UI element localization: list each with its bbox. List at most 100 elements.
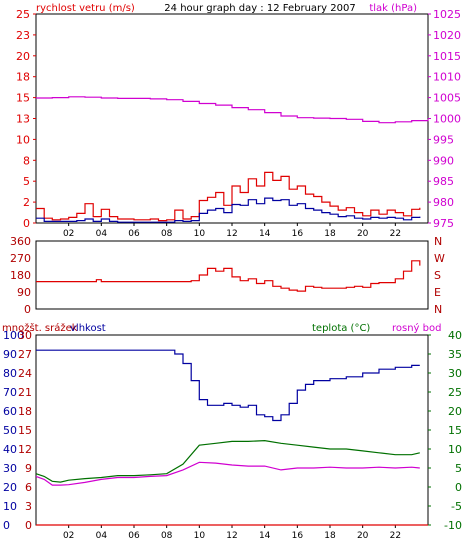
y-tick-label-left: 13 (16, 113, 30, 126)
x-tick-label: 14 (259, 531, 271, 541)
precip-tick-label: 24 (18, 367, 32, 380)
plot-frame-3 (35, 334, 429, 526)
compass-label-E: E (434, 286, 441, 299)
humidity-tick-label: 80 (3, 367, 17, 380)
series-pressure (36, 96, 429, 124)
x-tick-label: 18 (324, 531, 336, 541)
precip-tick-label: 18 (18, 405, 32, 418)
series-temperature (35, 439, 420, 483)
temp-tick-label: 5 (455, 462, 462, 475)
temp-tick-label: -5 (451, 500, 462, 513)
y-tick-label-right: 985 (433, 175, 454, 188)
temp-tick-label: 10 (448, 443, 462, 456)
y-tick-label-left: 2 (23, 196, 30, 209)
dir-tick-label: 180 (10, 269, 31, 282)
humidity-tick-label: 90 (3, 348, 17, 361)
temp-title: teplota (°C) (312, 323, 370, 334)
y-tick-label-left: 10 (16, 133, 30, 146)
y-tick-label-right: 1015 (433, 50, 461, 63)
temp-tick-label: 35 (448, 348, 462, 361)
humidity-tick-label: 30 (3, 462, 17, 475)
dir-tick-label: 270 (10, 252, 31, 265)
humidity-title: vlhkost (70, 323, 106, 334)
series-wind-gust (36, 171, 421, 222)
humidity-tick-label: 70 (3, 386, 17, 399)
humidity-tick-label: 50 (3, 424, 17, 437)
x-tick-label: 10 (194, 531, 206, 541)
y-tick-label-left: 23 (16, 29, 30, 42)
compass-label-N: N (434, 235, 442, 248)
x-tick-label: 12 (226, 531, 237, 541)
x-tick-label: 16 (292, 531, 304, 541)
temp-tick-label: 15 (448, 424, 462, 437)
precip-tick-label: 15 (18, 424, 32, 437)
dir-tick-label: 0 (24, 303, 31, 316)
y-tick-label-left: 15 (16, 92, 30, 105)
y-tick-label-left: 8 (23, 154, 30, 167)
temp-tick-label: 40 (448, 329, 462, 342)
x-tick-label: 10 (194, 229, 206, 239)
y-tick-label-left: 5 (23, 175, 30, 188)
x-tick-label: 22 (390, 229, 401, 239)
series-humidity (36, 349, 420, 422)
compass-label-W: W (434, 252, 445, 265)
y-tick-label-right: 1005 (433, 92, 461, 105)
graph-title: 24 hour graph day : 12 February 2007 (164, 3, 355, 14)
compass-label-S: S (434, 269, 441, 282)
precip-tick-label: 12 (18, 443, 32, 456)
x-tick-label: 08 (161, 229, 173, 239)
precip-tick-label: 3 (25, 500, 32, 513)
y-tick-label-right: 1000 (433, 113, 461, 126)
dew-title: rosný bod (392, 322, 441, 334)
x-tick-label: 04 (96, 229, 108, 239)
x-tick-label: 16 (292, 229, 304, 239)
plot-frame-2 (35, 240, 429, 310)
dir-tick-label: 90 (17, 286, 31, 299)
wind-title-left: rychlost vetru (m/s) (36, 3, 135, 14)
humidity-tick-label: 60 (3, 405, 17, 418)
precip-tick-label: 30 (18, 329, 32, 342)
x-tick-label: 02 (63, 229, 74, 239)
humidity-tick-label: 40 (3, 443, 17, 456)
y-tick-label-right: 975 (433, 217, 454, 230)
humidity-tick-label: 10 (3, 500, 17, 513)
x-tick-label: 04 (96, 531, 108, 541)
humidity-tick-label: 100 (3, 329, 24, 342)
x-tick-label: 20 (357, 531, 369, 541)
x-tick-label: 14 (259, 229, 271, 239)
y-tick-label-right: 1025 (433, 8, 461, 21)
x-tick-label: 22 (390, 531, 401, 541)
y-tick-label-left: 0 (23, 217, 30, 230)
humidity-tick-label: 0 (3, 519, 10, 532)
precip-title: množšt. srážek (2, 322, 78, 334)
y-tick-label-left: 20 (16, 50, 30, 63)
x-tick-label: 06 (128, 531, 140, 541)
x-tick-label: 12 (226, 229, 237, 239)
temp-tick-label: 20 (448, 405, 462, 418)
precip-tick-label: 21 (18, 386, 32, 399)
compass-label-N: N (434, 303, 442, 316)
x-tick-label: 08 (161, 531, 173, 541)
y-tick-label-left: 18 (16, 71, 30, 84)
x-tick-label: 06 (128, 229, 140, 239)
y-tick-label-right: 1010 (433, 71, 461, 84)
series-dew-point (35, 461, 420, 486)
y-tick-label-right: 995 (433, 133, 454, 146)
y-tick-label-right: 990 (433, 154, 454, 167)
precip-tick-label: 0 (25, 519, 32, 532)
x-tick-label: 02 (63, 531, 74, 541)
series-wind-direction (36, 260, 421, 292)
precip-tick-label: 9 (25, 462, 32, 475)
x-tick-label: 20 (357, 229, 369, 239)
temp-tick-label: 25 (448, 386, 462, 399)
temp-tick-label: -10 (444, 519, 462, 532)
y-tick-label-right: 1020 (433, 29, 461, 42)
y-tick-label-left: 25 (16, 8, 30, 21)
precip-tick-label: 27 (18, 348, 32, 361)
temp-tick-label: 0 (455, 481, 462, 494)
precip-tick-label: 6 (25, 481, 32, 494)
wind-title-right: tlak (hPa) (369, 3, 417, 14)
dir-tick-label: 360 (10, 235, 31, 248)
temp-tick-label: 30 (448, 367, 462, 380)
